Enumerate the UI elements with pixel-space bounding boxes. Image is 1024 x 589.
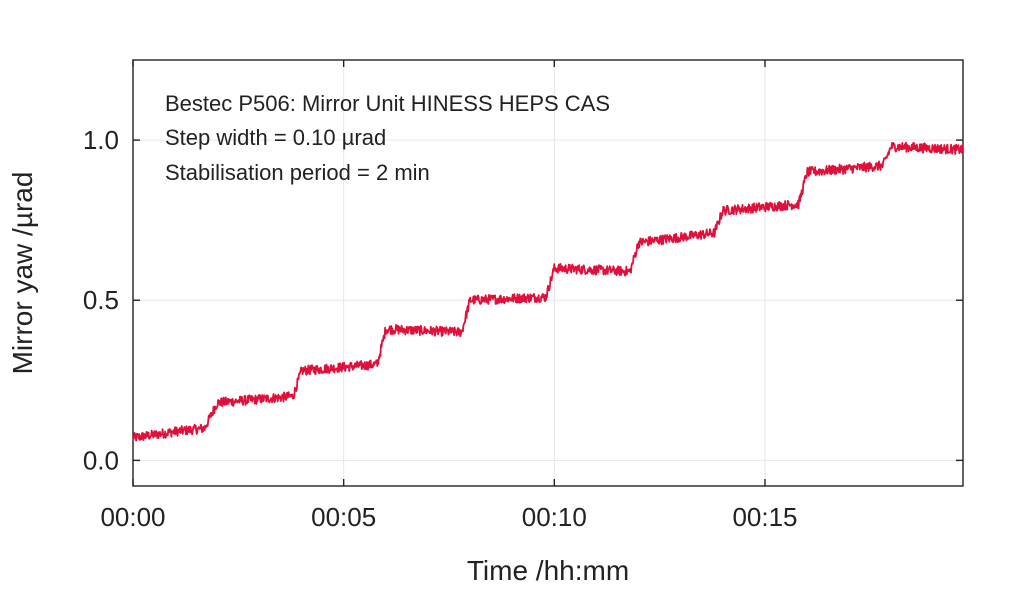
series-line: [132, 141, 964, 442]
grid: [132, 60, 963, 486]
y-tick-label: 0.5: [83, 285, 119, 315]
x-tick-label: 00:05: [311, 502, 376, 532]
y-tick-label: 0.0: [83, 445, 119, 475]
y-tick-label: 1.0: [83, 125, 119, 155]
y-tick-labels: 0.0 0.5 1.0: [83, 125, 119, 475]
x-tick-label: 00:10: [522, 502, 587, 532]
annotation-title: Bestec P506: Mirror Unit HINESS HEPS CAS: [165, 91, 610, 116]
plot-area-frame: [132, 59, 964, 487]
x-tick-labels: 00:00 00:05 00:10 00:15: [100, 502, 797, 532]
x-axis-label: Time /hh:mm: [467, 555, 629, 586]
annotation-stabilisation: Stabilisation period = 2 min: [165, 160, 430, 185]
x-tick-label: 00:00: [100, 502, 165, 532]
annotation-block: Bestec P506: Mirror Unit HINESS HEPS CAS…: [165, 91, 610, 185]
tick-marks: [132, 60, 963, 486]
x-tick-label: 00:15: [732, 502, 797, 532]
annotation-step-width: Step width = 0.10 µrad: [165, 125, 386, 150]
y-axis-label: Mirror yaw /µrad: [7, 172, 38, 375]
